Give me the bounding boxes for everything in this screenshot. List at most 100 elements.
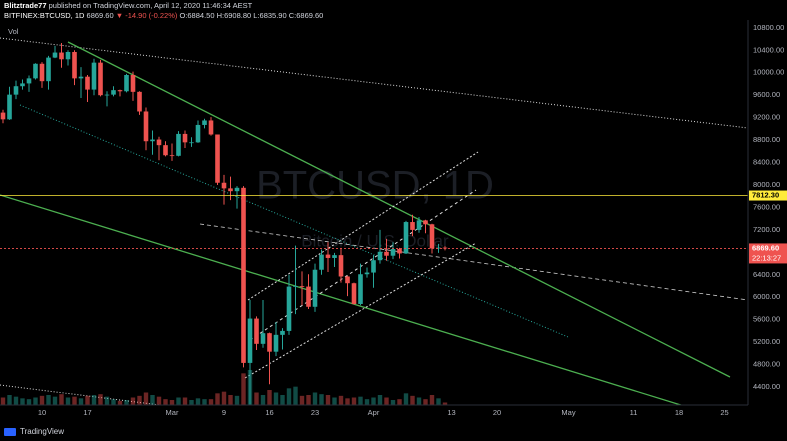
symbol: BITFINEX:BTCUSD, 1D <box>4 11 85 20</box>
candle-body <box>137 91 142 112</box>
y-tick-label: 7200.00 <box>753 225 780 234</box>
last-price: 6869.60 <box>87 11 114 20</box>
volume-bar <box>202 399 207 405</box>
candle-body <box>299 286 305 287</box>
trend-line <box>0 194 683 405</box>
candle-body <box>156 139 162 146</box>
candle-body <box>254 318 259 344</box>
candle-body <box>163 145 168 156</box>
volume-bar <box>293 386 298 405</box>
candle-body <box>293 286 298 287</box>
candle-body <box>241 187 246 363</box>
price-tag <box>749 243 787 264</box>
volume-bar <box>338 395 344 405</box>
volume-bar <box>364 399 370 405</box>
volume-bar <box>390 400 396 405</box>
candle-body <box>221 182 227 189</box>
x-tick-label: 10 <box>38 408 46 417</box>
volume-bar <box>130 397 136 405</box>
candle-body <box>124 75 129 92</box>
volume-bar <box>280 395 285 405</box>
volume-bar <box>384 397 389 405</box>
candle-body <box>403 222 409 254</box>
candle-body <box>202 120 207 125</box>
volume-bar <box>150 395 155 405</box>
candle-body <box>98 62 103 96</box>
channel-line <box>247 151 479 301</box>
candle-body <box>13 86 19 95</box>
volume-bar <box>72 396 77 405</box>
volume-bar <box>39 395 45 405</box>
y-tick-label: 9600.00 <box>753 90 780 99</box>
header-line-1: Blitztrade77 published on TradingView.co… <box>4 1 253 10</box>
candle-body <box>306 286 311 307</box>
volume-bar <box>26 399 32 405</box>
volume-bar <box>143 392 149 405</box>
volume-bar <box>234 395 240 405</box>
volume-bar <box>65 397 71 405</box>
y-tick-label: 7600.00 <box>753 202 780 211</box>
x-tick-label: 20 <box>493 408 501 417</box>
volume-bar <box>306 395 311 405</box>
x-tick-label: 23 <box>311 408 319 417</box>
y-tick-label: 10000.00 <box>753 68 784 77</box>
y-tick-label: 6400.00 <box>753 270 780 279</box>
volume-label: Vol <box>8 27 19 36</box>
candle-body <box>312 269 318 307</box>
header-line-2: BITFINEX:BTCUSD, 1D 6869.60 ▼ -14.90 (-0… <box>4 11 323 20</box>
volume-bar <box>299 395 305 405</box>
candle-body <box>429 224 435 249</box>
volume-bar <box>78 398 84 405</box>
y-tick-label: 8000.00 <box>753 180 780 189</box>
trend-line <box>0 384 165 405</box>
price-tag <box>749 190 787 201</box>
candle-body <box>59 52 64 60</box>
countdown: 22:13:27 <box>752 253 781 262</box>
candle-body <box>0 112 6 120</box>
volume-bar <box>221 391 227 405</box>
ohlc: O:6884.50 H:6908.80 L:6835.90 C:6869.60 <box>179 11 323 20</box>
volume-bar <box>215 393 220 405</box>
volume-bar <box>46 395 51 405</box>
candle-body <box>65 51 71 60</box>
volume-bar <box>59 394 64 405</box>
x-tick-label: 9 <box>222 408 226 417</box>
volume-bar <box>85 395 90 405</box>
volume-bar <box>137 395 142 405</box>
volume-bar <box>416 397 422 405</box>
candle-body <box>384 251 389 256</box>
candle-body <box>364 272 370 275</box>
volume-bar <box>351 397 357 405</box>
candle-body <box>377 251 383 261</box>
volume-bar <box>442 402 448 405</box>
volume-bar <box>104 396 110 405</box>
footer-logo <box>4 428 16 436</box>
candle-body <box>325 254 331 258</box>
x-tick-label: 18 <box>675 408 683 417</box>
candle-body <box>46 57 51 82</box>
volume-bar <box>358 396 363 405</box>
x-tick-label: 16 <box>265 408 273 417</box>
trend-line <box>67 41 731 378</box>
volume-bar <box>0 397 6 405</box>
y-tick-label: 5200.00 <box>753 337 780 346</box>
y-tick-label: 4400.00 <box>753 382 780 391</box>
volume-bar <box>286 388 292 405</box>
candle-body <box>143 111 149 142</box>
candle-body <box>247 318 253 363</box>
candle-body <box>332 255 337 258</box>
candle-body <box>72 51 77 79</box>
volume-bar <box>228 395 233 405</box>
candle-body <box>416 220 422 230</box>
volume-bar <box>403 393 409 405</box>
candle-body <box>52 52 58 58</box>
candle-body <box>286 286 292 331</box>
volume-bar <box>124 400 129 405</box>
x-tick-label: May <box>561 408 575 417</box>
candle-body <box>104 94 110 96</box>
volume-bar <box>260 395 266 405</box>
price-tag-label: 7812.30 <box>752 191 779 200</box>
candle-body <box>39 63 45 82</box>
